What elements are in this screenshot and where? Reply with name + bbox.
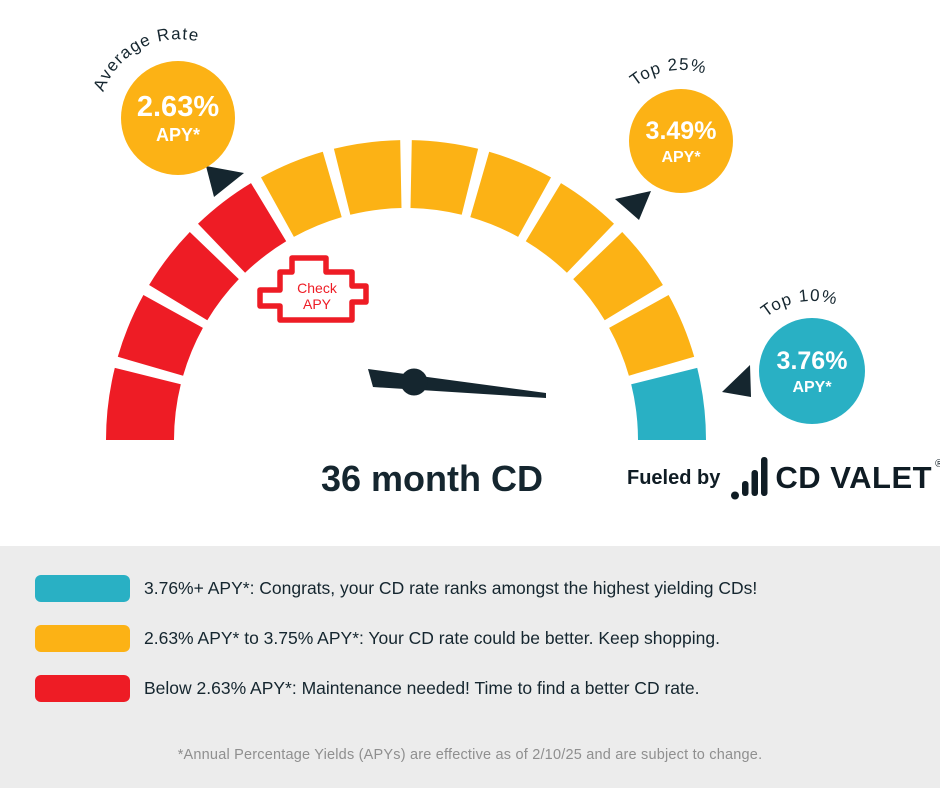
check-engine-text-line1: Check xyxy=(297,280,338,296)
gauge-needle-pivot xyxy=(400,368,428,396)
top-10-arrow-icon xyxy=(722,365,751,397)
check-engine-icon xyxy=(257,255,369,323)
average-rate-marker: Average Rate 2.63% APY* xyxy=(89,24,244,197)
brand-name: CD VALET xyxy=(775,460,933,495)
top-10-value: 3.76% xyxy=(777,347,848,375)
top-25-apy: APY* xyxy=(661,149,701,166)
top-10-apy: APY* xyxy=(792,379,832,396)
gauge-segment xyxy=(198,183,287,273)
average-rate-badge xyxy=(121,61,235,175)
legend-item-mid-tier: 2.63% APY* to 3.75% APY*: Your CD rate c… xyxy=(35,625,720,652)
legend-swatch-yellow xyxy=(35,625,130,652)
gauge-segment xyxy=(470,151,551,237)
gauge-segment xyxy=(333,140,402,215)
top-10-marker: Top 10% 3.76% APY* xyxy=(722,286,865,424)
legend-text-top-tier: 3.76%+ APY*: Congrats, your CD rate rank… xyxy=(144,578,758,598)
average-rate-value: 2.63% xyxy=(137,91,219,123)
average-rate-apy: APY* xyxy=(156,125,200,145)
gauge-chart: Check APY Average Rate 2.63% APY* Top 25… xyxy=(89,24,865,499)
gauge-segment xyxy=(609,295,695,376)
gauge-segment xyxy=(631,367,706,440)
gauge-segment xyxy=(410,140,479,215)
gauge-segment xyxy=(149,232,239,321)
legend-swatch-teal xyxy=(35,575,130,602)
top-25-value: 3.49% xyxy=(646,117,717,145)
cd-valet-bars-icon xyxy=(731,457,768,500)
gauge-segment xyxy=(106,367,181,440)
gauge-title: 36 month CD xyxy=(321,458,543,499)
fueled-by-label: Fueled by xyxy=(627,466,721,489)
top-25-arrow-icon xyxy=(615,191,651,220)
legend-item-top-tier: 3.76%+ APY*: Congrats, your CD rate rank… xyxy=(35,575,757,602)
gauge-segment xyxy=(525,183,614,273)
registered-mark: ® xyxy=(935,458,940,470)
gauge-segment xyxy=(573,232,663,321)
legend-text-mid-tier: 2.63% APY* to 3.75% APY*: Your CD rate c… xyxy=(144,628,720,648)
check-engine-indicator: Check APY xyxy=(257,255,369,323)
top-10-label: Top 10% xyxy=(757,286,840,321)
legend-swatch-red xyxy=(35,675,130,702)
top-25-label: Top 25% xyxy=(626,55,709,90)
gauge-segment xyxy=(261,151,342,237)
top-25-badge xyxy=(629,89,733,193)
gauge-arc xyxy=(106,140,706,440)
gauge-needle xyxy=(368,369,546,398)
footnote: *Annual Percentage Yields (APYs) are eff… xyxy=(177,747,763,763)
gauge-segment xyxy=(117,295,203,376)
average-rate-arrow-icon xyxy=(206,166,244,197)
top-10-badge xyxy=(759,318,865,424)
branding: Fueled by CD VALET ® xyxy=(627,456,940,500)
legend-panel: 3.76%+ APY*: Congrats, your CD rate rank… xyxy=(0,546,940,788)
check-engine-text-line2: APY xyxy=(303,296,332,312)
legend-text-low-tier: Below 2.63% APY*: Maintenance needed! Ti… xyxy=(144,678,700,698)
gauge-panel: Check APY Average Rate 2.63% APY* Top 25… xyxy=(89,24,940,500)
legend-item-low-tier: Below 2.63% APY*: Maintenance needed! Ti… xyxy=(35,675,699,702)
top-25-marker: Top 25% 3.49% APY* xyxy=(615,55,733,220)
